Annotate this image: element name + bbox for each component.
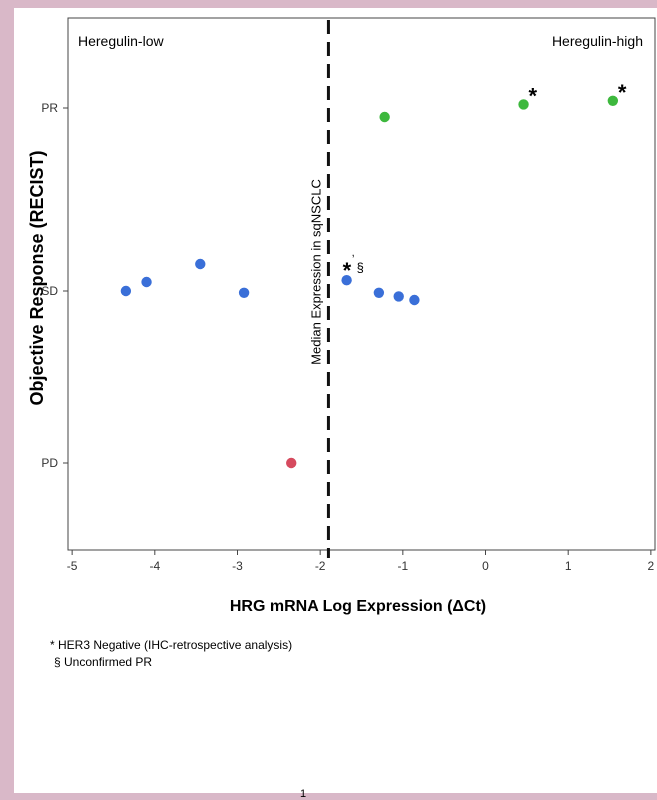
x-tick-label: -4 [149,559,160,573]
region-label-high: Heregulin-high [552,33,643,49]
her3-negative-marker: * [529,83,538,108]
x-tick-label: -3 [232,559,243,573]
plot-frame [67,17,656,551]
y-axis-label: Objective Response (RECIST) [27,150,47,405]
x-tick-label: -5 [67,559,78,573]
data-point-sd [373,287,385,298]
footnote-unconfirmed: § Unconfirmed PR [54,655,153,669]
x-tick-label: 0 [482,559,489,573]
page-number: 1 [300,788,307,800]
scatter-chart: Objective Response (RECIST) HRG mRNA Log… [27,17,656,615]
median-line-label: Median Expression in sqNSCLC [308,179,323,365]
data-point-pd [286,457,297,469]
page-sheet: Objective Response (RECIST) HRG mRNA Log… [14,8,657,800]
y-tick-label: PR [41,101,58,115]
marker-comma: , [352,247,355,259]
data-point-sd [238,287,250,298]
unconfirmed-pr-marker: § [357,260,364,275]
x-tick-label: 2 [648,559,655,573]
data-point-sd [341,275,352,286]
data-point-sd [409,294,420,306]
x-tick-label: 1 [565,559,572,573]
x-tick-label: -1 [398,559,409,573]
data-point-sd [393,291,404,302]
data-point-sd [195,258,206,270]
data-point-sd [120,285,132,297]
data-point-sd [141,276,152,288]
data-point-pr [518,99,529,110]
data-point-pr [379,111,390,123]
y-tick-label: SD [41,284,58,298]
y-tick-label: PD [41,456,58,470]
footnote-her3: * HER3 Negative (IHC-retrospective analy… [50,638,293,652]
region-label-low: Heregulin-low [78,33,164,49]
her3-negative-marker: * [343,258,352,283]
x-axis-label: HRG mRNA Log Expression (ΔCt) [230,598,486,615]
her3-negative-marker: * [618,80,627,105]
data-point-pr [607,95,619,107]
x-tick-label: -2 [315,559,326,573]
